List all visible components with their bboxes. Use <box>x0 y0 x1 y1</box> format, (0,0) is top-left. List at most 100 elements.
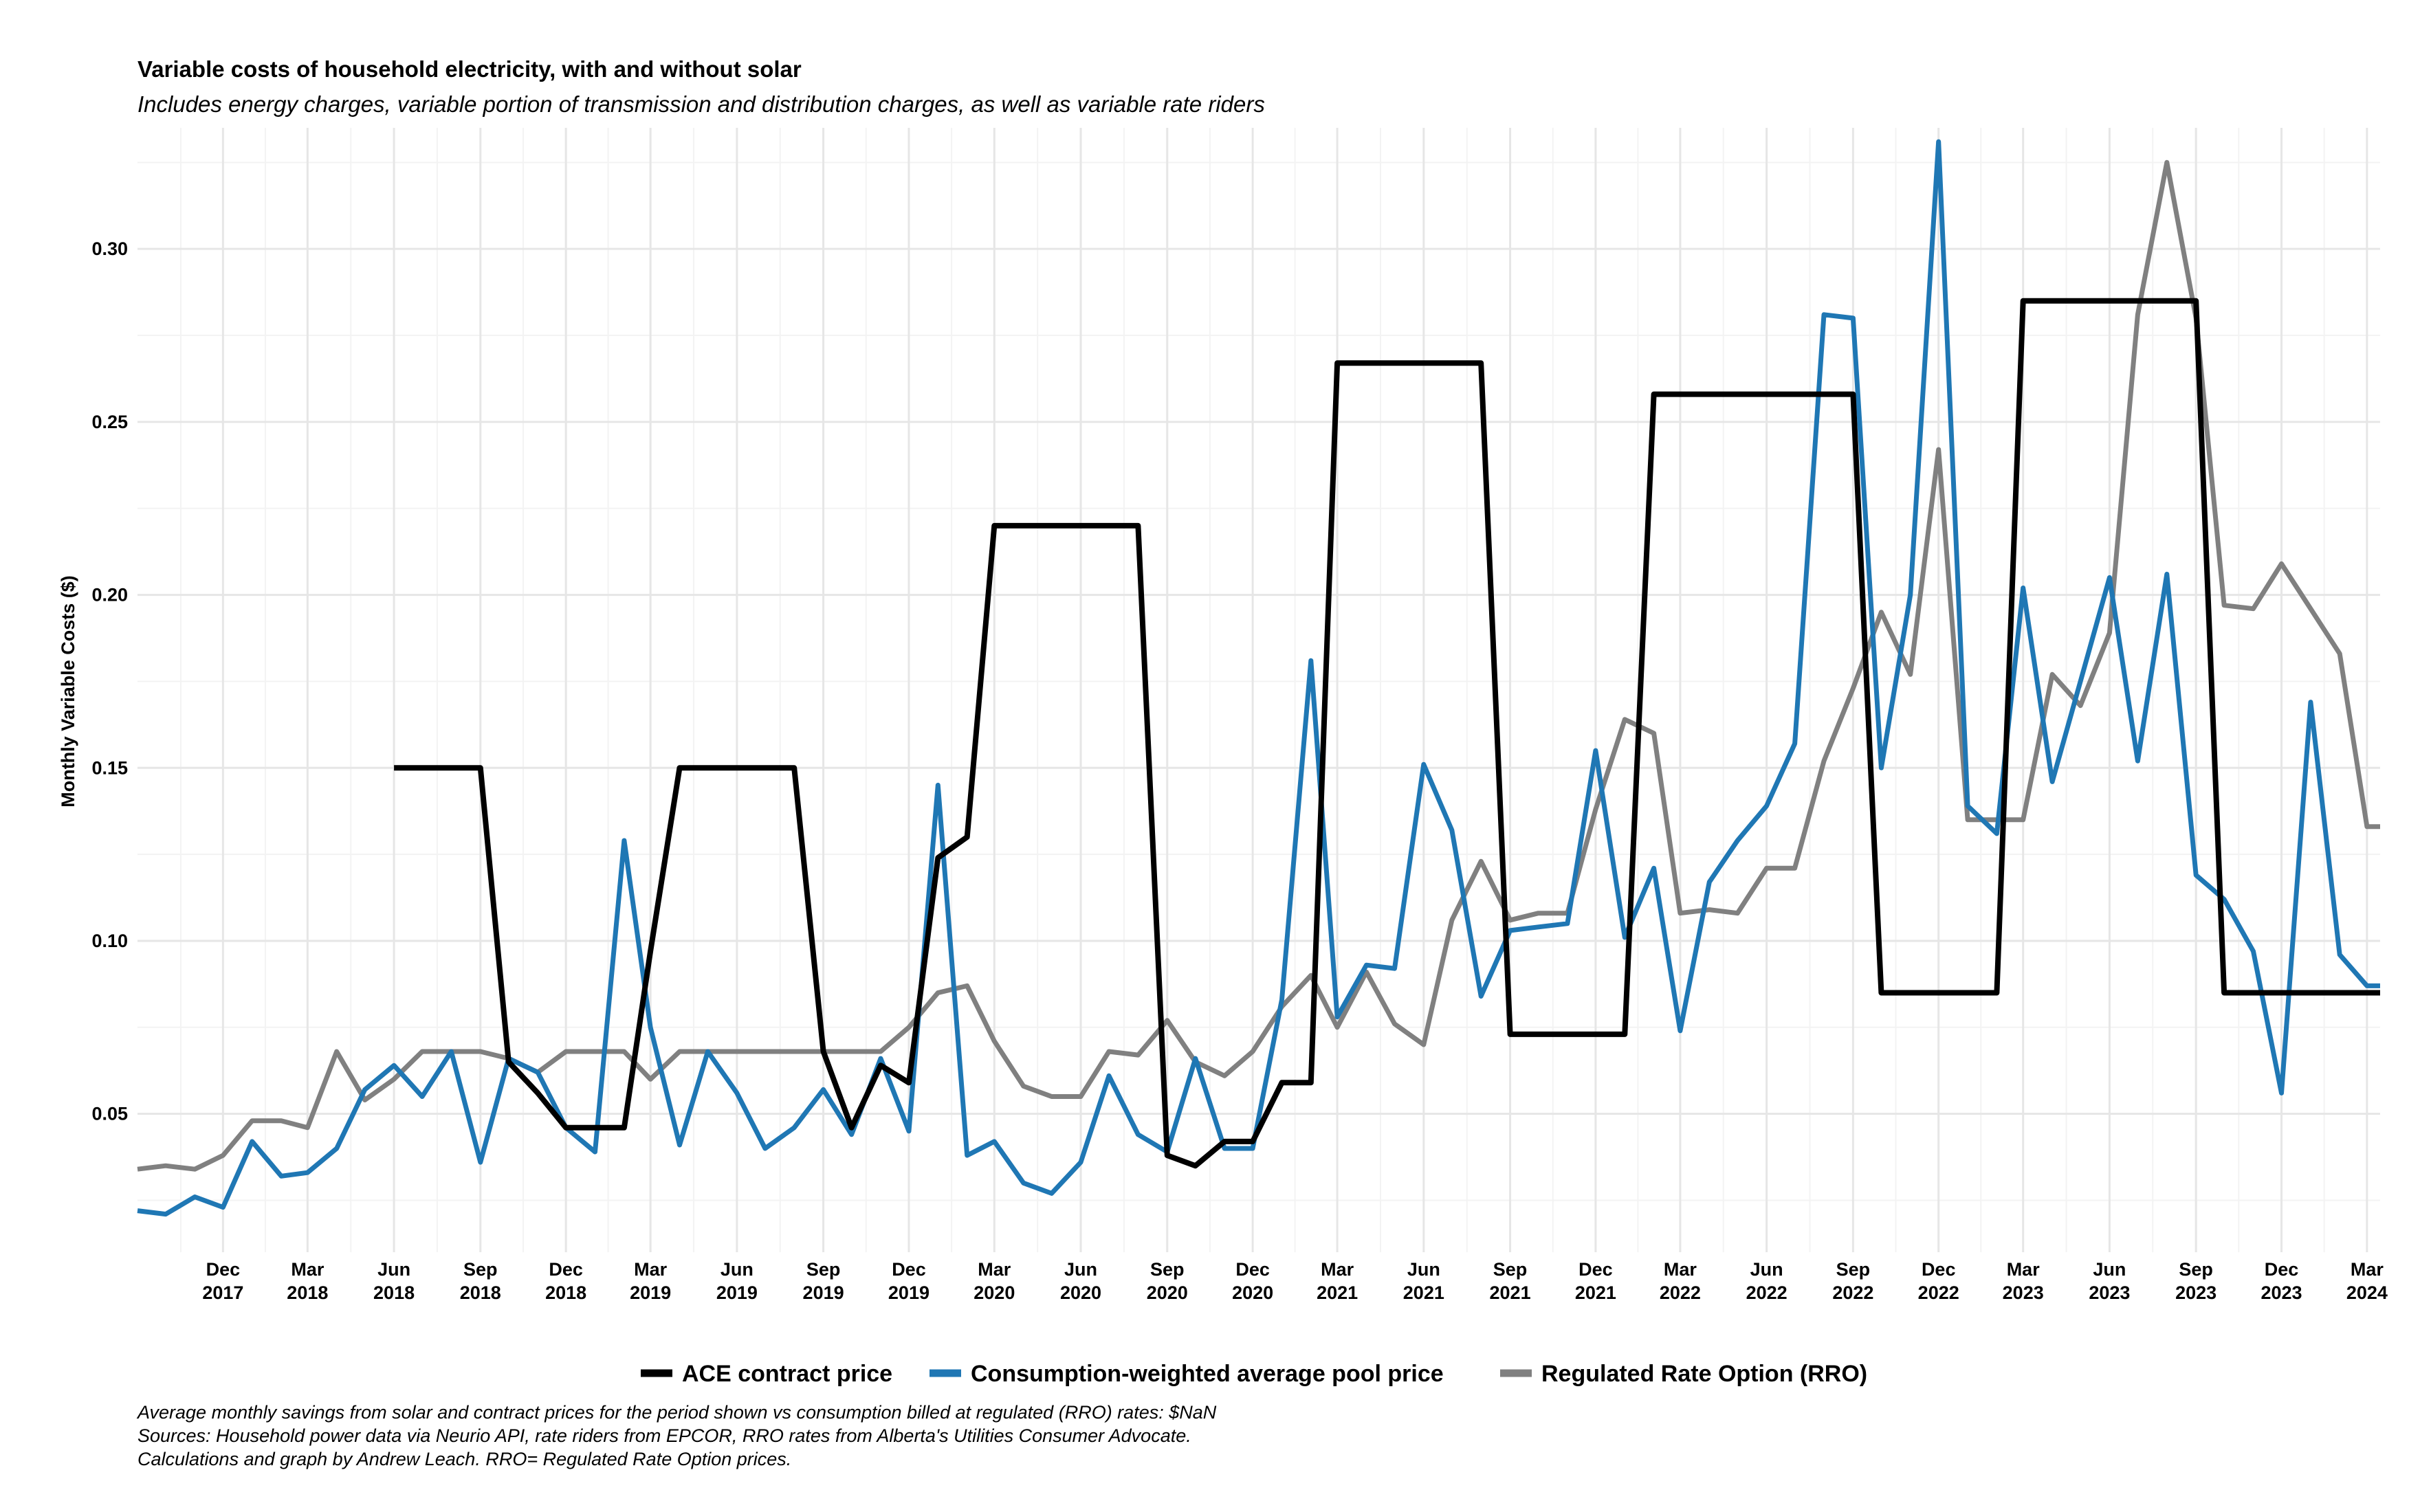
y-tick-label: 0.20 <box>91 585 128 605</box>
y-axis-ticks: 0.05 0.10 0.15 0.20 0.25 0.30 <box>91 238 128 1124</box>
x-tick-month: Mar <box>1664 1259 1697 1280</box>
x-tick-year: 2019 <box>630 1282 671 1303</box>
x-tick-label: Dec 2019 <box>888 1259 930 1303</box>
x-tick-label: Dec 2022 <box>1918 1259 1959 1303</box>
x-tick-label: Mar 2018 <box>287 1259 328 1303</box>
x-tick-month: Jun <box>377 1259 410 1280</box>
x-tick-month: Dec <box>206 1259 241 1280</box>
minor-gridlines <box>138 128 2380 1252</box>
y-tick-label: 0.10 <box>91 931 128 951</box>
series-rro-line <box>137 159 2380 1172</box>
x-tick-year: 2023 <box>2003 1282 2044 1303</box>
x-tick-label: Dec 2020 <box>1232 1259 1273 1303</box>
x-tick-label: Sep 2019 <box>803 1259 844 1303</box>
x-tick-month: Jun <box>1750 1259 1783 1280</box>
y-tick-label: 0.30 <box>91 238 128 259</box>
x-tick-year: 2020 <box>1060 1282 1101 1303</box>
x-tick-label: Dec 2023 <box>2260 1259 2302 1303</box>
x-tick-year: 2019 <box>803 1282 844 1303</box>
x-tick-label: Jun 2022 <box>1746 1259 1788 1303</box>
x-tick-month: Sep <box>1493 1259 1528 1280</box>
x-tick-label: Dec 2017 <box>202 1259 243 1303</box>
x-tick-month: Mar <box>291 1259 324 1280</box>
x-tick-month: Dec <box>1235 1259 1270 1280</box>
series-lines <box>137 139 2380 1217</box>
legend-label-ace: ACE contract price <box>682 1361 892 1387</box>
y-tick-label: 0.15 <box>91 757 128 778</box>
x-tick-year: 2018 <box>373 1282 415 1303</box>
x-tick-year: 2023 <box>2260 1282 2302 1303</box>
x-tick-label: Mar 2024 <box>2346 1259 2388 1303</box>
x-tick-year: 2022 <box>1918 1282 1959 1303</box>
caption-credits: Calculations and graph by Andrew Leach. … <box>138 1449 791 1469</box>
x-tick-label: Sep 2020 <box>1147 1259 1188 1303</box>
legend-item-rro: Regulated Rate Option (RRO) <box>1500 1361 1867 1387</box>
chart-subtitle: Includes energy charges, variable portio… <box>138 91 1265 117</box>
x-tick-month: Jun <box>2093 1259 2126 1280</box>
x-tick-month: Dec <box>1578 1259 1613 1280</box>
y-tick-label: 0.05 <box>91 1104 128 1124</box>
x-tick-year: 2017 <box>202 1282 243 1303</box>
x-tick-year: 2023 <box>2089 1282 2130 1303</box>
x-tick-month: Mar <box>2351 1259 2384 1280</box>
x-tick-year: 2022 <box>1660 1282 1701 1303</box>
x-tick-label: Jun 2021 <box>1403 1259 1444 1303</box>
x-tick-year: 2024 <box>2346 1282 2388 1303</box>
x-tick-year: 2020 <box>974 1282 1015 1303</box>
x-tick-month: Dec <box>2265 1259 2299 1280</box>
x-tick-month: Mar <box>978 1259 1011 1280</box>
x-tick-month: Jun <box>720 1259 754 1280</box>
x-tick-year: 2020 <box>1147 1282 1188 1303</box>
x-tick-year: 2018 <box>460 1282 501 1303</box>
x-tick-label: Jun 2023 <box>2089 1259 2130 1303</box>
y-axis-label: Monthly Variable Costs ($) <box>58 575 78 808</box>
x-tick-label: Mar 2021 <box>1317 1259 1358 1303</box>
x-tick-label: Sep 2022 <box>1832 1259 1873 1303</box>
x-tick-month: Jun <box>1064 1259 1097 1280</box>
x-tick-label: Jun 2020 <box>1060 1259 1101 1303</box>
x-tick-label: Jun 2018 <box>373 1259 415 1303</box>
x-tick-month: Sep <box>1150 1259 1185 1280</box>
x-tick-year: 2023 <box>2175 1282 2216 1303</box>
x-tick-month: Sep <box>1836 1259 1871 1280</box>
x-tick-year: 2020 <box>1232 1282 1273 1303</box>
legend-label-rro: Regulated Rate Option (RRO) <box>1541 1361 1867 1387</box>
x-tick-year: 2021 <box>1403 1282 1444 1303</box>
x-tick-month: Jun <box>1407 1259 1440 1280</box>
caption-sources: Sources: Household power data via Neurio… <box>138 1425 1191 1446</box>
x-tick-month: Sep <box>806 1259 841 1280</box>
chart-title: Variable costs of household electricity,… <box>138 56 802 82</box>
x-tick-label: Mar 2023 <box>2003 1259 2044 1303</box>
x-tick-year: 2021 <box>1490 1282 1531 1303</box>
x-tick-label: Mar 2020 <box>974 1259 1015 1303</box>
x-tick-month: Mar <box>2007 1259 2040 1280</box>
x-tick-month: Sep <box>2179 1259 2213 1280</box>
series-pool-price-line <box>137 139 2380 1217</box>
x-tick-year: 2019 <box>888 1282 930 1303</box>
major-gridlines <box>138 128 2380 1252</box>
series-ace-contract-line <box>394 298 2380 1169</box>
legend-label-pool: Consumption-weighted average pool price <box>971 1361 1444 1387</box>
x-tick-label: Dec 2018 <box>545 1259 586 1303</box>
x-tick-label: Mar 2019 <box>630 1259 671 1303</box>
x-tick-month: Sep <box>463 1259 498 1280</box>
x-tick-month: Dec <box>1922 1259 1956 1280</box>
legend-item-ace: ACE contract price <box>641 1361 892 1387</box>
x-tick-label: Sep 2018 <box>460 1259 501 1303</box>
x-tick-label: Sep 2023 <box>2175 1259 2216 1303</box>
x-tick-year: 2022 <box>1832 1282 1873 1303</box>
x-tick-year: 2018 <box>545 1282 586 1303</box>
x-tick-year: 2021 <box>1317 1282 1358 1303</box>
x-tick-year: 2018 <box>287 1282 328 1303</box>
x-tick-year: 2022 <box>1746 1282 1788 1303</box>
x-tick-year: 2021 <box>1575 1282 1616 1303</box>
x-tick-label: Jun 2019 <box>716 1259 758 1303</box>
x-tick-month: Dec <box>549 1259 583 1280</box>
x-tick-month: Dec <box>892 1259 926 1280</box>
y-tick-label: 0.25 <box>91 412 128 432</box>
x-tick-month: Mar <box>634 1259 668 1280</box>
caption-savings: Average monthly savings from solar and c… <box>136 1402 1217 1423</box>
legend-item-pool: Consumption-weighted average pool price <box>930 1361 1444 1387</box>
